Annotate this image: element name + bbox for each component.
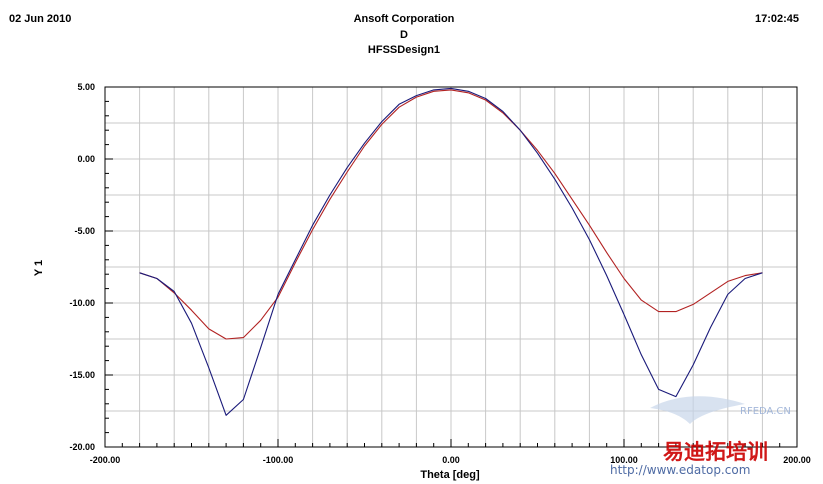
watermark: RFEDA.CN 易迪拓培训 http://www.edatop.com bbox=[610, 396, 791, 477]
tick-layer bbox=[104, 86, 798, 448]
x-tick-label: 0.00 bbox=[442, 455, 460, 465]
y-tick-label: 0.00 bbox=[77, 154, 95, 164]
watermark-url: http://www.edatop.com bbox=[610, 463, 750, 477]
report-subtitle: D bbox=[400, 29, 408, 41]
x-tick-label: -100.00 bbox=[263, 455, 294, 465]
series-line-2 bbox=[139, 87, 763, 416]
report-design-name: HFSSDesign1 bbox=[367, 44, 441, 56]
watermark-brand: 易迪拓培训 bbox=[663, 440, 768, 464]
grid-layer bbox=[105, 87, 797, 447]
x-tick-label: -200.00 bbox=[90, 455, 121, 465]
x-axis-title: Theta [deg] bbox=[420, 469, 480, 481]
report-time: 17:02:45 bbox=[754, 13, 799, 25]
watermark-wing-icon bbox=[650, 396, 745, 424]
y-tick-label: 5.00 bbox=[77, 82, 95, 92]
y-tick-label: -15.00 bbox=[69, 370, 95, 380]
series-line-1 bbox=[139, 89, 763, 340]
tick-label-layer: 5.00 0.00 -5.00 -10.00 -15.00 -20.00 -200.00 -1… bbox=[69, 82, 810, 465]
watermark-site: RFEDA.CN bbox=[740, 406, 791, 417]
y-tick-label: -20.00 bbox=[69, 442, 95, 452]
series-layer bbox=[139, 87, 763, 416]
x-tick-label: 200.00 bbox=[783, 455, 811, 465]
y-tick-label: -10.00 bbox=[69, 298, 95, 308]
report-company: Ansoft Corporation bbox=[353, 13, 455, 25]
report-date: 02 Jun 2010 bbox=[9, 13, 72, 25]
y-axis-title: Y 1 bbox=[33, 260, 45, 276]
x-tick-label: 100.00 bbox=[610, 455, 638, 465]
y-tick-label: -5.00 bbox=[74, 226, 95, 236]
